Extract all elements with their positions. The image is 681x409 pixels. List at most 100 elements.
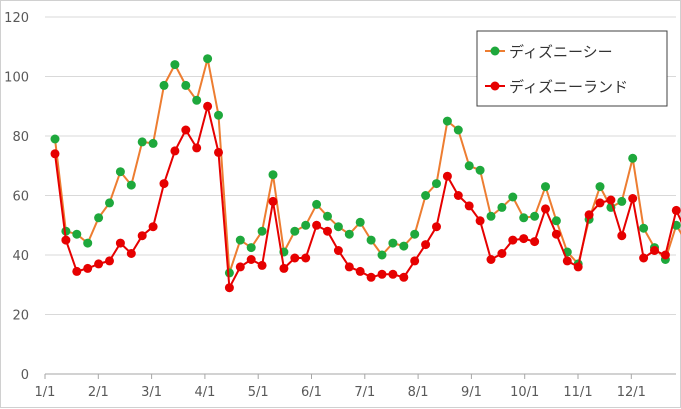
legend-label-land: ディズニーランド <box>509 78 628 96</box>
data-point <box>170 146 179 155</box>
data-point <box>628 194 637 203</box>
data-point <box>312 221 321 230</box>
data-point <box>312 200 321 209</box>
y-tick-label: 0 <box>21 368 29 383</box>
data-point <box>661 251 670 260</box>
data-point <box>127 181 136 190</box>
data-point <box>421 240 430 249</box>
data-point <box>203 102 212 111</box>
data-point <box>51 149 60 158</box>
data-point <box>356 267 365 276</box>
data-point <box>628 154 637 163</box>
data-point <box>399 242 408 251</box>
data-point <box>138 231 147 240</box>
data-point <box>639 254 648 263</box>
data-point <box>323 212 332 221</box>
series-1 <box>51 102 681 292</box>
x-tick-label: 11/1 <box>563 385 592 400</box>
data-point <box>639 224 648 233</box>
data-point <box>443 117 452 126</box>
data-point <box>116 239 125 248</box>
y-tick-label: 20 <box>12 309 29 324</box>
data-point <box>519 234 528 243</box>
data-point <box>378 270 387 279</box>
data-point <box>367 273 376 282</box>
data-point <box>334 246 343 255</box>
data-point <box>378 251 387 260</box>
data-point <box>269 170 278 179</box>
data-point <box>454 191 463 200</box>
data-point <box>247 255 256 264</box>
data-point <box>497 249 506 258</box>
data-point <box>596 182 605 191</box>
series-line <box>55 106 681 287</box>
data-point <box>94 259 103 268</box>
data-point <box>541 204 550 213</box>
y-tick-label: 100 <box>4 71 29 86</box>
x-tick-label: 6/1 <box>301 385 322 400</box>
data-point <box>72 230 81 239</box>
data-point <box>399 273 408 282</box>
data-point <box>356 218 365 227</box>
data-point <box>127 249 136 258</box>
x-tick-label: 2/1 <box>88 385 109 400</box>
data-point <box>530 237 539 246</box>
data-point <box>116 167 125 176</box>
data-point <box>508 193 517 202</box>
x-tick-label: 3/1 <box>141 385 162 400</box>
data-point <box>650 246 659 255</box>
data-point <box>301 254 310 263</box>
data-point <box>465 161 474 170</box>
data-point <box>465 201 474 210</box>
data-point <box>192 96 201 105</box>
data-point <box>672 206 681 215</box>
data-point <box>236 236 245 245</box>
data-point <box>508 236 517 245</box>
data-point <box>432 222 441 231</box>
data-point <box>497 203 506 212</box>
data-point <box>181 81 190 90</box>
data-point <box>160 81 169 90</box>
data-point <box>519 213 528 222</box>
data-point <box>105 256 114 265</box>
x-tick-label: 7/1 <box>354 385 375 400</box>
data-point <box>269 197 278 206</box>
data-point <box>72 267 81 276</box>
data-point <box>170 60 179 69</box>
data-point <box>301 221 310 230</box>
y-tick-label: 120 <box>4 11 29 26</box>
data-point <box>345 262 354 271</box>
data-point <box>138 137 147 146</box>
data-point <box>290 227 299 236</box>
x-tick-label: 12/1 <box>617 385 646 400</box>
data-point <box>214 148 223 157</box>
data-point <box>596 198 605 207</box>
legend: ディズニーシー ディズニーランド <box>477 31 667 106</box>
data-point <box>606 196 615 205</box>
y-tick-label: 60 <box>12 190 29 205</box>
data-point <box>105 198 114 207</box>
data-point <box>94 213 103 222</box>
data-point <box>617 231 626 240</box>
y-tick-label: 80 <box>12 130 29 145</box>
data-point <box>585 210 594 219</box>
data-point <box>214 111 223 120</box>
x-tick-label: 9/1 <box>461 385 482 400</box>
data-point <box>454 126 463 135</box>
data-point <box>530 212 539 221</box>
data-point <box>487 212 496 221</box>
data-point <box>83 239 92 248</box>
data-point <box>149 139 158 148</box>
data-point <box>367 236 376 245</box>
legend-marker-land <box>491 82 500 91</box>
legend-marker-sea <box>491 47 500 56</box>
data-point <box>323 227 332 236</box>
data-point <box>192 143 201 152</box>
data-point <box>432 179 441 188</box>
data-point <box>334 222 343 231</box>
data-point <box>345 230 354 239</box>
data-point <box>160 179 169 188</box>
legend-label-sea: ディズニーシー <box>509 43 613 61</box>
